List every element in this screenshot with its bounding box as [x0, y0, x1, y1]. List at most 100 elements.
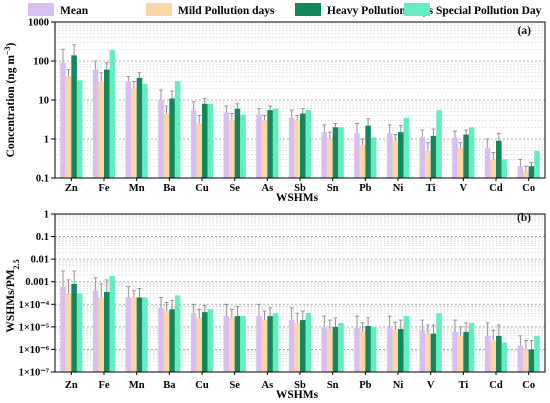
legend-item-special-pollution-day: Special Pollution Day	[404, 3, 542, 17]
panel-b-bar-se-mild-pollution-days	[229, 317, 235, 372]
panel-b-bar-sb-heavy-pollution-days	[300, 320, 306, 372]
panel-b-group-mn	[125, 286, 148, 372]
panel-a-xtick-label-ti: Ti	[426, 183, 436, 194]
panel-a-bar-sb-mild-pollution-days	[294, 120, 300, 178]
panel-a-ylabel: Concentration (ng m−3)	[3, 43, 18, 158]
panel-b-bar-co-special-pollution-day	[534, 335, 540, 372]
panel-a-xtick-label-sn: Sn	[327, 183, 339, 194]
panel-a-bar-cd-mean	[484, 147, 491, 178]
panel-b-group-ni	[386, 315, 410, 372]
panel-a-bar-sn-special-pollution-day	[338, 127, 344, 178]
panel-b-bar-ba-heavy-pollution-days	[169, 309, 175, 372]
panel-a-group-mn	[125, 72, 148, 178]
panel-a-xtick-label-ba: Ba	[163, 183, 176, 194]
panel-a-bar-sb-special-pollution-day	[305, 110, 312, 178]
panel-a-bar-co-heavy-pollution-days	[528, 166, 535, 178]
panel-b-bar-sn-special-pollution-day	[338, 322, 344, 372]
panel-b-bar-sb-special-pollution-day	[305, 313, 312, 372]
panel-b-bar-cu-mean	[190, 313, 197, 372]
panel-a-bar-zn-heavy-pollution-days	[71, 55, 77, 178]
panel-a-xtick-label-se: Se	[229, 183, 240, 194]
panel-a-bar-mn-special-pollution-day	[142, 83, 148, 178]
panel-b-bar-se-special-pollution-day	[240, 316, 246, 372]
panel-b-xtick-label-cd: Cd	[489, 380, 503, 391]
panel-b-bar-ba-mean	[158, 307, 164, 372]
panel-a-bar-ba-special-pollution-day	[174, 81, 181, 178]
panel-a-group-fe	[92, 50, 116, 178]
panel-b-ytick-label: 1×10⁻⁵	[19, 322, 49, 333]
panel-b: WSHMs/PM2.5 WSHMs (b) 1×10⁻⁷1×10⁻⁶1×10⁻⁵…	[5, 210, 546, 401]
panel-a-bar-se-mean	[223, 112, 230, 178]
panel-b-xtick-label-sn: Sn	[327, 380, 339, 391]
panel-a-bar-sn-heavy-pollution-days	[332, 127, 339, 178]
panel-a-bar-cu-mean	[190, 110, 197, 178]
panel-b-xtick-label-ba: Ba	[163, 380, 176, 391]
panel-a-xtick-label-co: Co	[522, 183, 535, 194]
panel-a-bar-as-mean	[256, 114, 262, 178]
panel-a-tag: (a)	[518, 25, 532, 37]
panel-b-group-v	[419, 313, 442, 372]
panel-a-bar-cd-mild-pollution-days	[490, 159, 496, 178]
panel-b-xtick-label-cu: Cu	[195, 380, 209, 391]
panel-a-xtick-label-zn: Zn	[65, 183, 78, 194]
legend: Mean Mild Pollution days Heavy Pollution D…	[28, 3, 542, 17]
panel-b-bar-fe-heavy-pollution-days	[104, 292, 110, 372]
panel-b-bar-ni-special-pollution-day	[403, 316, 410, 372]
panel-b-ytick-label: 1×10⁻⁷	[19, 368, 49, 379]
panel-a-bar-cd-heavy-pollution-days	[496, 140, 502, 178]
panel-a-bar-ti-mild-pollution-days	[425, 150, 431, 178]
panel-a-bar-cu-special-pollution-day	[207, 103, 214, 178]
panel-a-bar-fe-heavy-pollution-days	[104, 69, 110, 178]
panel-a-bar-co-mean	[517, 166, 524, 178]
panel-a-group-v	[452, 127, 475, 178]
panel-a-ytick-label: 1000	[28, 18, 49, 29]
panel-b-bar-co-mild-pollution-days	[523, 349, 529, 372]
panel-b-xtick-label-v: V	[427, 380, 435, 391]
panel-a-ytick-label: 10	[39, 96, 50, 107]
panel-a: Concentration (ng m−3) WSHMs (a) 0.1 1 10 1…	[3, 18, 546, 204]
panel-a-bar-ni-heavy-pollution-days	[398, 132, 404, 178]
panel-b-bar-v-special-pollution-day	[436, 313, 442, 372]
panel-b-bar-sn-mild-pollution-days	[327, 329, 333, 372]
panel-b-xtick-label-fe: Fe	[98, 380, 109, 391]
panel-b-bar-co-mean	[517, 345, 524, 372]
panel-b-bar-zn-heavy-pollution-days	[71, 283, 77, 372]
panel-a-bar-zn-mild-pollution-days	[65, 76, 72, 178]
panel-b-group-sn	[321, 315, 344, 372]
panel-b-bar-ti-mean	[452, 331, 458, 372]
panel-a-bar-mn-mean	[125, 81, 132, 178]
panel-a-group-sn	[321, 123, 344, 178]
panel-a-xtick-label-v: V	[460, 183, 468, 194]
panel-a-xtick-label-cd: Cd	[489, 183, 503, 194]
panel-b-xtick-label-ni: Ni	[393, 380, 404, 391]
panel-b-bar-cu-heavy-pollution-days	[202, 312, 208, 372]
panel-a-bar-sb-mean	[288, 117, 295, 178]
panel-b-bar-pb-mild-pollution-days	[359, 331, 366, 372]
panel-b-xtick-label-sb: Sb	[294, 380, 306, 391]
panel-a-bar-mn-heavy-pollution-days	[136, 77, 143, 178]
panel-b-bar-pb-mean	[354, 327, 360, 372]
panel-b-ytick-label: 1	[44, 210, 49, 221]
panel-b-group-cu	[190, 303, 214, 372]
legend-swatch-special-pollution-day	[404, 3, 430, 16]
panel-b-bar-fe-mean	[92, 290, 99, 372]
panel-b-bar-zn-special-pollution-day	[76, 293, 83, 372]
panel-b-bar-v-mean	[419, 330, 426, 372]
panel-a-xtick-label-ni: Ni	[393, 183, 404, 194]
panel-b-group-zn	[60, 270, 83, 372]
panel-a-ytick-label: 0.1	[36, 174, 49, 185]
panel-a-bar-se-heavy-pollution-days	[234, 108, 241, 178]
panel-b-bar-ni-mild-pollution-days	[392, 330, 398, 372]
panel-b-ytick-label: 1×10⁻⁶	[19, 345, 49, 356]
legend-swatch-heavy-pollution-days	[295, 3, 321, 16]
legend-label-mild-pollution-days: Mild Pollution days	[178, 5, 275, 17]
panel-b-bar-pb-heavy-pollution-days	[365, 325, 371, 372]
panel-b-bar-cd-heavy-pollution-days	[496, 335, 502, 372]
panel-b-bar-v-heavy-pollution-days	[430, 333, 437, 372]
panel-b-ytick-label: 1×10⁻⁴	[19, 300, 50, 311]
panel-a-bar-v-heavy-pollution-days	[463, 134, 469, 178]
panel-b-xtick-label-as: As	[261, 380, 273, 391]
panel-a-group-cu	[190, 97, 214, 178]
panel-b-bar-sn-mean	[321, 326, 328, 372]
panel-b-bar-cu-mild-pollution-days	[196, 317, 202, 372]
